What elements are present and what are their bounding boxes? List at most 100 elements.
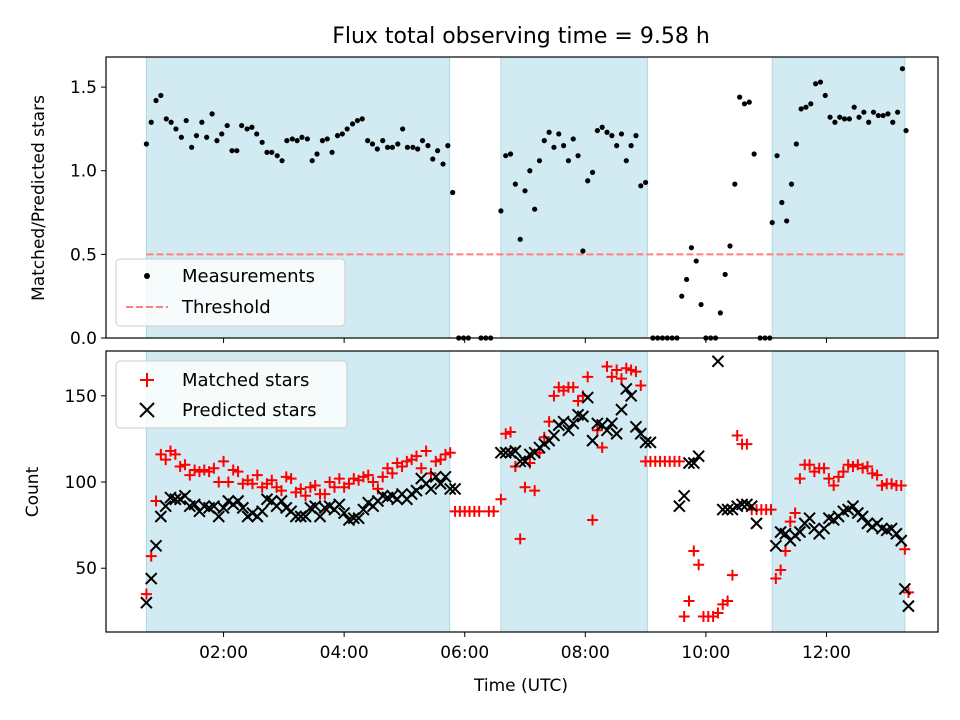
predicted-stars-point-56 [410,484,423,497]
predicted-stars-point-99 [682,456,696,470]
matched-stars-point-42 [343,478,355,490]
predicted-stars-point-91 [620,382,633,396]
matched-stars-point-100 [630,366,642,378]
matched-stars-point-39 [328,481,340,493]
measurements-point-136 [827,114,833,120]
predicted-stars-point-35 [308,499,322,513]
measurements-point-13 [209,111,215,117]
x-tick-label: 08:00 [561,643,610,663]
measurements-point-18 [234,148,240,154]
matched-stars-point-110 [678,610,690,622]
predicted-stars-point-137 [895,534,908,547]
legend-predicted-marker [139,402,155,418]
measurements-point-16 [224,122,230,129]
predicted-stars-point-62 [439,470,452,484]
ratio-x-axis [223,338,827,343]
matched-stars-point-40 [333,473,345,485]
matched-stars-point-62 [439,448,451,460]
legend-threshold-label: Threshold [181,297,271,318]
matched-stars-point-1 [145,550,157,562]
count-plot-area [140,355,915,622]
measurements-point-60 [445,143,451,149]
measurements-point-74 [527,168,533,174]
matched-stars-point-132 [784,516,796,528]
measurements-point-7 [178,134,184,140]
ratio-plot-area [143,66,909,341]
matched-stars-point-98 [620,362,632,374]
measurements-point-82 [565,158,572,164]
matched-stars-point-43 [348,473,360,485]
matched-stars-point-7 [174,461,186,473]
measurements-point-3 [158,92,164,99]
measurements-point-8 [183,117,189,124]
legend-measurements-marker [144,273,150,279]
measurements-point-40 [344,126,350,132]
measurements-point-147 [880,112,886,119]
measurements-point-106 [683,276,690,283]
matched-stars-point-120 [726,569,738,581]
measurements-point-86 [585,178,591,184]
predicted-stars-point-15 [212,510,225,523]
ratio-legend: Measurements Threshold [115,258,346,327]
measurements-point-68 [498,208,504,214]
matched-stars-point-91 [587,514,599,526]
matched-stars-point-34 [304,481,316,493]
measurements-point-71 [512,181,518,187]
measurements-point-53 [410,144,416,150]
measurements-point-117 [737,94,743,100]
predicted-stars-point-40 [333,498,346,511]
y-tick-label: 1.5 [70,78,97,98]
y-tick-label: 50 [75,559,97,579]
measurements-point-0 [143,141,149,147]
matched-stars-point-61 [435,454,447,466]
predicted-stars-point-69 [513,455,527,468]
matched-stars-point-15 [213,476,225,488]
predicted-stars-point-3 [154,510,168,523]
predicted-stars-point-65 [494,446,508,459]
matched-stars-point-99 [625,364,637,376]
predicted-stars-point-110 [750,517,763,530]
measurements-point-36 [324,136,330,142]
measurements-point-26 [274,153,280,159]
measurements-point-37 [329,149,335,155]
measurements-point-124 [769,219,775,226]
count-y-axis: 50 100 150 [65,387,106,579]
matched-stars-point-23 [251,469,263,481]
matched-stars-point-117 [712,607,724,619]
predicted-stars-point-60 [429,470,442,484]
predicted-stars-point-19 [231,494,245,508]
count-legend: Matched stars Predicted stars [115,360,348,429]
measurements-point-54 [415,146,421,152]
matched-stars-point-144 [842,459,854,471]
predicted-stars-point-41 [337,506,351,520]
matched-stars-point-50 [382,462,394,474]
matched-stars-point-128 [765,504,777,516]
measurements-point-149 [890,119,896,125]
measurements-point-145 [870,109,877,115]
measurements-point-47 [380,138,386,144]
measurements-point-49 [389,144,395,150]
y-tick-label: 0.5 [70,245,97,265]
matched-stars-point-18 [227,464,239,476]
matched-stars-point-46 [362,469,374,481]
measurements-point-94 [623,158,629,164]
measurements-point-39 [339,131,345,137]
predicted-stars-point-98 [677,489,691,503]
measurements-point-133 [813,81,819,87]
measurements-point-125 [774,153,780,159]
measurements-point-90 [604,129,610,135]
matched-stars-point-14 [208,462,220,474]
predicted-stars-point-111 [769,539,783,553]
matched-stars-point-45 [357,471,369,483]
matched-stars-point-63 [444,447,456,459]
predicted-stars-point-101 [692,449,705,463]
matched-stars-point-11 [193,466,205,478]
predicted-stars-point-109 [745,499,758,513]
matched-stars-point-151 [876,479,888,491]
predicted-stars-point-64 [448,482,462,496]
predicted-stars-point-89 [610,427,623,440]
measurements-point-80 [556,131,562,137]
measurements-point-57 [430,156,436,162]
legend-matched-label: Matched stars [182,370,309,391]
